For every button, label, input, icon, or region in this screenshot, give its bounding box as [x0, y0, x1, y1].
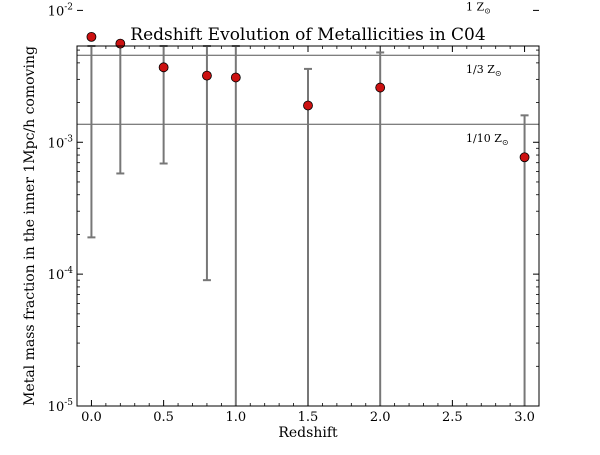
x-tick-label: 2.0: [370, 410, 391, 425]
y-tick-label: 10-3: [48, 134, 74, 151]
data-point: [519, 152, 530, 163]
data-point: [375, 82, 386, 93]
data-point: [303, 100, 313, 111]
data-point: [202, 70, 212, 81]
y-tick-label: 10-5: [48, 398, 74, 415]
data-point: [158, 62, 169, 73]
reference-line-label: 1/3 Z⊙: [466, 63, 502, 78]
data-point: [86, 31, 97, 42]
plot-area: 1 Z⊙ 1/3 Z⊙ 1/10 Z⊙ 0.0 0.5 1.0 1.5 2.0 2.5 3.0 10…: [48, 0, 540, 425]
y-tick-label: 10-4: [48, 266, 74, 283]
reference-line-label: 1/10 Z⊙: [466, 132, 509, 147]
x-tick-label: 2.5: [442, 410, 463, 425]
plot-frame: [76, 45, 540, 407]
y-tick-label: 10-2: [48, 2, 73, 19]
x-tick-label: 0.5: [153, 410, 174, 425]
reference-line-label: 1 Z⊙: [466, 0, 491, 15]
y-axis-label: Metal mass fraction in the inner 1Mpc/h …: [22, 46, 38, 406]
data-point: [230, 72, 241, 83]
x-tick-label: 1.5: [298, 410, 319, 425]
x-tick-label: 3.0: [514, 410, 535, 425]
x-tick-label: 1.0: [225, 410, 246, 425]
chart-title: Redshift Evolution of Metallicities in C…: [130, 25, 485, 45]
x-axis-label: Redshift: [278, 425, 338, 441]
data-point: [115, 38, 126, 49]
x-tick-label: 0.0: [81, 410, 102, 425]
